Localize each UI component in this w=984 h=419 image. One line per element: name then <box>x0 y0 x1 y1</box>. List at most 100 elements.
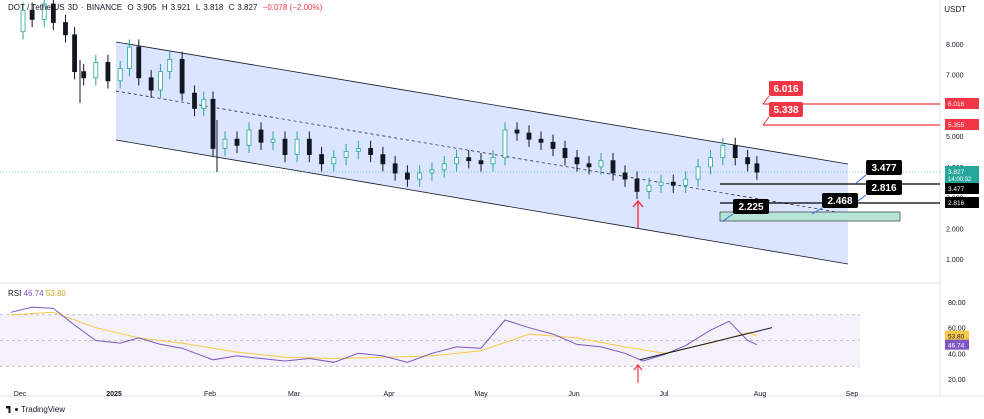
rsi-axis-tick: 60.00 <box>948 326 966 333</box>
label-box <box>866 160 902 175</box>
price-label-last-text: 3.827 <box>948 169 965 176</box>
candle <box>270 138 276 143</box>
rsi-trendline <box>639 327 773 361</box>
time-axis-tick: 2025 <box>106 391 122 398</box>
label-text: 3.477 <box>871 163 896 174</box>
rsi-axis-tick: 40.00 <box>948 351 966 358</box>
candle <box>670 181 676 186</box>
candle <box>179 58 185 94</box>
symbol-header: DOT / TetherUS 3D · BINANCE O 3.905 H 3.921 L… <box>8 3 323 12</box>
candle <box>538 138 544 143</box>
tradingview-logo[interactable]: TradingView <box>6 405 65 414</box>
target-label-5338[interactable]: 5.338 <box>762 102 803 126</box>
candle <box>598 160 604 168</box>
open-label: O <box>127 3 134 12</box>
candle <box>708 157 713 168</box>
price-axis-tick: 5.000 <box>946 134 964 141</box>
candle <box>754 163 760 173</box>
candle <box>404 172 410 180</box>
candle <box>158 71 163 91</box>
rsi-price-label-text: 46.74 <box>948 343 965 350</box>
candle <box>246 129 252 146</box>
label-box <box>822 193 858 208</box>
channel-midline <box>115 90 849 215</box>
candle <box>574 157 580 165</box>
price-label-2816-text: 2.816 <box>948 200 965 207</box>
candle <box>81 71 87 79</box>
candle <box>562 148 568 159</box>
candle <box>50 3 56 23</box>
candle <box>343 151 349 159</box>
candle <box>658 181 664 186</box>
high-label: H <box>161 3 168 12</box>
candle <box>732 144 738 159</box>
candle <box>417 172 423 180</box>
label-pointer <box>811 207 823 215</box>
candle <box>234 138 240 146</box>
candle <box>331 157 337 165</box>
candle <box>72 34 77 73</box>
candle <box>610 160 616 174</box>
price-axis-tick: 1.000 <box>946 257 964 264</box>
label-box <box>733 199 769 214</box>
label-pointer <box>762 116 770 126</box>
rsi-legend[interactable]: RSI 46.74 53.80 <box>8 289 66 298</box>
candle <box>294 138 300 155</box>
candle <box>136 46 142 79</box>
label-text: 6.016 <box>773 84 798 95</box>
candle <box>646 184 652 192</box>
level-label-3477[interactable]: 3.477 <box>854 160 902 185</box>
close-value: 3.827 <box>237 3 258 12</box>
candle <box>306 138 312 155</box>
candle <box>502 129 508 159</box>
candle <box>683 178 689 186</box>
price-label-5355 <box>945 119 979 130</box>
candle <box>201 98 207 109</box>
candle <box>392 163 398 174</box>
time-axis-tick: Apr <box>384 391 396 398</box>
arrow-up-icon-head <box>632 199 644 208</box>
candle <box>454 157 459 165</box>
interval[interactable]: 3D <box>67 3 78 12</box>
rsi-arrow-up-icon-head <box>633 364 643 371</box>
price-label-6016 <box>945 98 979 109</box>
candle <box>695 166 701 180</box>
price-label-last-sub: 14:00:32 <box>948 177 972 183</box>
label-text: 5.338 <box>773 105 798 116</box>
candle <box>586 163 592 168</box>
change-value: −0.078 (−2.00%) <box>262 3 323 12</box>
candle <box>478 160 484 165</box>
descending-channel <box>116 42 848 264</box>
symbol-name[interactable]: DOT / TetherUS <box>8 3 65 12</box>
candle <box>167 58 173 73</box>
time-axis-tick: Aug <box>754 391 767 398</box>
candle <box>720 144 726 159</box>
target-label-6016[interactable]: 6.016 <box>762 81 803 105</box>
price-label-5355-text: 5.355 <box>948 122 965 129</box>
price-label-last <box>945 166 979 184</box>
rsi-line <box>10 306 758 363</box>
label-text: 2.816 <box>871 183 896 194</box>
high-value: 3.921 <box>170 3 191 12</box>
rsi-ma-value: 53.80 <box>45 289 66 298</box>
level-label-2225[interactable]: 2.225 <box>722 199 769 222</box>
level-label-2468[interactable]: 2.468 <box>811 193 858 215</box>
candle <box>380 154 386 165</box>
support-zone <box>719 211 901 222</box>
rsi-ma-price-label-text: 53.80 <box>948 334 965 341</box>
channel-upper-line <box>115 41 849 165</box>
currency-unit[interactable]: USDT <box>944 5 966 14</box>
candle <box>466 157 472 162</box>
candle <box>355 148 361 152</box>
low-value: 3.818 <box>203 3 224 12</box>
label-pointer <box>762 95 770 105</box>
candle <box>210 98 216 149</box>
candle <box>41 3 47 20</box>
candle <box>526 132 532 140</box>
candle <box>29 9 35 20</box>
label-pointer <box>854 174 867 185</box>
time-axis-tick: Sep <box>846 391 859 398</box>
candle <box>514 129 520 134</box>
price-label-3477-text: 3.477 <box>948 186 965 193</box>
